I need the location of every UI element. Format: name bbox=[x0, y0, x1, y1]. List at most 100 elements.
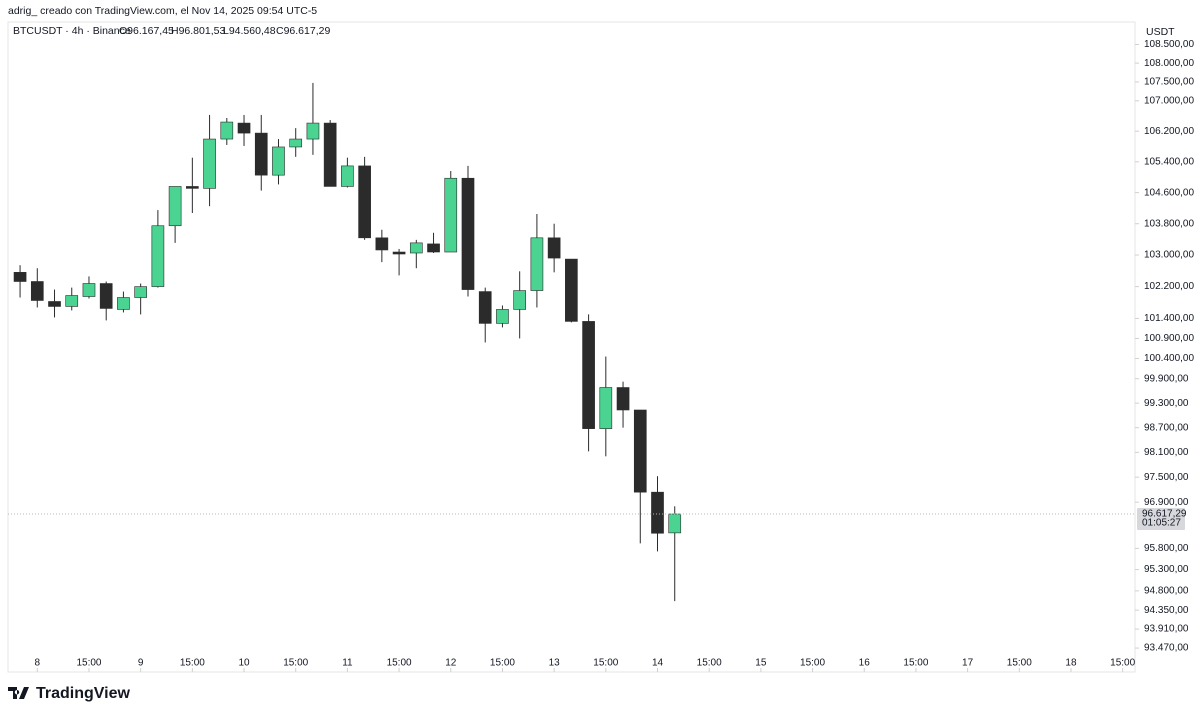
countdown: 01:05:27 bbox=[1142, 518, 1181, 529]
candle-body bbox=[358, 165, 371, 239]
x-tick-label: 17 bbox=[962, 658, 974, 669]
candle-body bbox=[478, 291, 492, 324]
last-price-label: 96.617,29 bbox=[1142, 509, 1187, 520]
x-tick-label: 15:00 bbox=[1007, 658, 1032, 669]
candle-body bbox=[30, 281, 44, 301]
candle-body bbox=[48, 301, 61, 307]
currency: USDT bbox=[1146, 26, 1175, 38]
x-tick-label: 15:00 bbox=[387, 658, 412, 669]
y-tick-label: 106.200,00 bbox=[1144, 126, 1194, 137]
candle-body bbox=[272, 146, 285, 176]
y-tick-label: 99.300,00 bbox=[1144, 398, 1189, 409]
candle-body bbox=[651, 491, 664, 534]
x-tick-label: 14 bbox=[652, 658, 664, 669]
candle-body bbox=[13, 272, 27, 282]
candle-body bbox=[461, 177, 475, 290]
y-tick-label: 98.700,00 bbox=[1144, 422, 1189, 433]
y-tick-label: 93.470,00 bbox=[1144, 643, 1189, 654]
x-tick-label: 10 bbox=[238, 658, 250, 669]
x-tick-label: 15:00 bbox=[903, 658, 928, 669]
candle-body bbox=[616, 387, 630, 411]
y-tick-label: 107.000,00 bbox=[1144, 95, 1194, 106]
x-tick-label: 11 bbox=[342, 658, 353, 669]
x-tick-label: 8 bbox=[35, 658, 41, 669]
y-tick-label: 107.500,00 bbox=[1144, 77, 1194, 88]
y-tick-label: 104.600,00 bbox=[1144, 187, 1194, 198]
candle-body bbox=[220, 121, 234, 140]
candle-body bbox=[633, 409, 647, 493]
x-tick-label: 12 bbox=[445, 658, 457, 669]
candle-body bbox=[565, 258, 578, 322]
brand: TradingView bbox=[36, 685, 131, 702]
candle-body bbox=[237, 122, 251, 134]
candle-body bbox=[151, 225, 165, 287]
x-tick-label: 9 bbox=[138, 658, 144, 669]
caption: adrig_ creado con TradingView.com, el No… bbox=[8, 5, 317, 17]
candle-body bbox=[530, 237, 544, 291]
y-tick-label: 97.500,00 bbox=[1144, 472, 1189, 483]
candle-body bbox=[254, 132, 268, 176]
y-tick-label: 94.800,00 bbox=[1144, 586, 1189, 597]
brand-logo bbox=[8, 687, 29, 699]
ohlc-low: L94.560,48 bbox=[223, 25, 276, 37]
candle-body bbox=[582, 321, 595, 429]
candle-body bbox=[513, 290, 527, 310]
x-tick-label: 18 bbox=[1065, 658, 1077, 669]
y-tick-label: 96.900,00 bbox=[1144, 497, 1189, 508]
candle-body bbox=[117, 297, 130, 310]
candle-body bbox=[409, 242, 423, 254]
y-tick-label: 100.900,00 bbox=[1144, 333, 1194, 344]
x-tick-label: 15:00 bbox=[283, 658, 308, 669]
y-tick-label: 101.400,00 bbox=[1144, 313, 1194, 324]
y-tick-label: 98.100,00 bbox=[1144, 447, 1189, 458]
ohlc-close: C96.617,29 bbox=[276, 25, 330, 37]
y-tick-label: 102.200,00 bbox=[1144, 281, 1194, 292]
y-tick-label: 100.400,00 bbox=[1144, 353, 1194, 364]
plot-frame bbox=[7, 21, 1136, 673]
candle-body bbox=[444, 177, 458, 253]
x-tick-label: 15:00 bbox=[490, 658, 515, 669]
x-tick-label: 15 bbox=[755, 658, 767, 669]
x-tick-label: 15:00 bbox=[1110, 658, 1135, 669]
candle-body bbox=[547, 237, 561, 259]
candle-body bbox=[392, 251, 406, 255]
candle-body bbox=[323, 122, 337, 187]
x-tick-label: 16 bbox=[859, 658, 871, 669]
candle-body bbox=[82, 283, 96, 297]
x-tick-label: 15:00 bbox=[76, 658, 101, 669]
candle-body bbox=[599, 387, 613, 429]
ohlc-open: O96.167,45 bbox=[119, 25, 174, 37]
candle-body bbox=[427, 243, 440, 253]
candle-body bbox=[203, 138, 216, 189]
candle-body bbox=[341, 165, 354, 187]
candle-body bbox=[496, 309, 509, 324]
candle-body bbox=[289, 138, 303, 148]
x-tick-label: 15:00 bbox=[697, 658, 722, 669]
y-tick-label: 99.900,00 bbox=[1144, 373, 1189, 384]
candle-body bbox=[65, 295, 79, 307]
y-tick-label: 103.800,00 bbox=[1144, 218, 1194, 229]
y-tick-label: 95.800,00 bbox=[1144, 543, 1189, 554]
last-price-box bbox=[1137, 508, 1185, 531]
x-tick-label: 13 bbox=[549, 658, 561, 669]
y-tick-label: 103.000,00 bbox=[1144, 250, 1194, 261]
candle-body bbox=[375, 237, 389, 251]
candle-body bbox=[668, 513, 682, 534]
candle-body bbox=[134, 286, 147, 298]
y-tick-label: 108.500,00 bbox=[1144, 39, 1194, 50]
y-tick-label: 93.910,00 bbox=[1144, 624, 1189, 635]
x-tick-label: 15:00 bbox=[593, 658, 618, 669]
y-tick-label: 95.300,00 bbox=[1144, 564, 1189, 575]
symbol: BTCUSDT · 4h · Binance bbox=[13, 25, 131, 37]
candle-body bbox=[306, 122, 320, 140]
ohlc-high: H96.801,53 bbox=[171, 25, 225, 37]
candle-body bbox=[99, 283, 113, 309]
y-tick-label: 94.350,00 bbox=[1144, 605, 1189, 616]
x-tick-label: 15:00 bbox=[180, 658, 205, 669]
candle-body bbox=[168, 186, 182, 227]
candle-body bbox=[186, 186, 199, 189]
x-tick-label: 15:00 bbox=[800, 658, 825, 669]
y-tick-label: 108.000,00 bbox=[1144, 58, 1194, 69]
y-tick-label: 105.400,00 bbox=[1144, 156, 1194, 167]
